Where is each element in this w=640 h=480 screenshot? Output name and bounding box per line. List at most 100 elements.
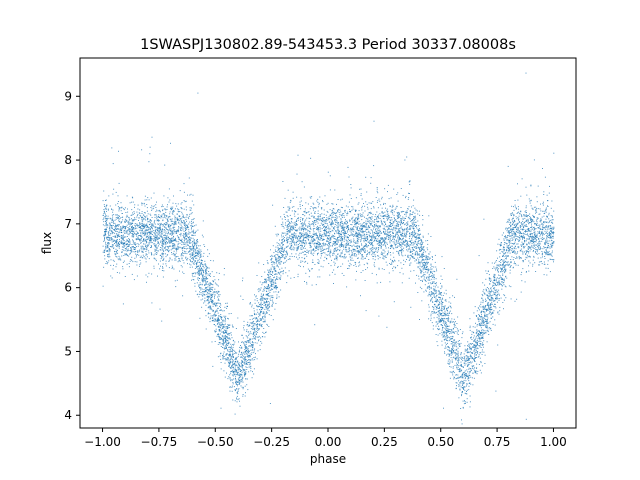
data-point [437, 299, 438, 300]
data-point [200, 287, 202, 289]
data-point [250, 328, 252, 330]
data-point [102, 219, 104, 221]
data-point [508, 264, 510, 266]
data-point [172, 245, 174, 247]
data-point [264, 321, 266, 323]
data-point [426, 287, 428, 289]
data-point [291, 229, 293, 231]
data-point [406, 210, 408, 212]
data-point [175, 248, 177, 249]
data-point [182, 214, 184, 216]
data-point [536, 235, 538, 237]
data-point [304, 208, 306, 210]
data-point [536, 234, 537, 236]
data-point [262, 321, 264, 323]
data-point [396, 225, 397, 226]
data-point [277, 234, 279, 236]
data-point [270, 274, 272, 275]
data-point [104, 238, 105, 240]
data-point [273, 283, 275, 285]
data-point [118, 246, 120, 248]
data-point [171, 212, 173, 214]
data-point [475, 345, 477, 347]
data-point [449, 347, 450, 349]
data-point [545, 247, 547, 248]
data-point [474, 345, 476, 347]
data-point [247, 331, 249, 333]
data-point [288, 237, 290, 239]
data-point [348, 247, 350, 249]
data-point [205, 279, 206, 281]
data-point [189, 256, 191, 258]
data-point [550, 215, 552, 217]
data-point [530, 248, 532, 250]
data-point [351, 229, 353, 231]
data-point [212, 305, 214, 307]
data-point [392, 261, 394, 263]
data-point [382, 249, 384, 251]
data-point [520, 250, 522, 252]
data-point [546, 243, 548, 245]
data-point [496, 290, 498, 292]
data-point [381, 252, 383, 254]
data-point [198, 273, 200, 275]
data-point [444, 351, 445, 353]
data-point [206, 290, 208, 292]
data-point [293, 226, 295, 228]
data-point [509, 240, 511, 242]
data-point [148, 227, 150, 228]
data-point [377, 221, 379, 223]
data-point [487, 310, 489, 311]
data-point [385, 256, 387, 258]
data-point [486, 341, 488, 343]
data-point [270, 289, 272, 291]
data-point [231, 386, 233, 388]
data-point [230, 347, 232, 348]
data-point [334, 238, 336, 240]
data-point [464, 389, 466, 391]
data-point [164, 229, 166, 231]
data-point [332, 252, 334, 254]
data-point [201, 268, 203, 270]
data-point [507, 247, 509, 249]
data-point [380, 244, 382, 246]
data-point [120, 207, 122, 209]
data-point [377, 232, 379, 234]
data-point [269, 278, 271, 280]
data-point [463, 358, 465, 360]
data-point [233, 370, 235, 372]
data-point [377, 250, 379, 252]
data-point [408, 181, 410, 183]
data-point [196, 243, 198, 245]
data-point [516, 243, 518, 245]
data-point [401, 218, 403, 220]
data-point [272, 301, 274, 303]
data-point [242, 280, 243, 282]
data-point [103, 209, 105, 210]
data-point [149, 153, 151, 155]
data-point [476, 325, 478, 327]
data-point [459, 382, 461, 384]
data-point [120, 241, 122, 243]
data-point [183, 200, 185, 201]
data-point [543, 210, 545, 212]
data-point [337, 232, 339, 234]
data-point [193, 218, 195, 220]
data-point [417, 251, 418, 253]
data-point [337, 223, 339, 225]
data-point [204, 269, 206, 271]
data-point [430, 267, 432, 269]
data-point [447, 318, 449, 320]
data-point [221, 338, 222, 339]
data-point [260, 300, 262, 301]
data-point [195, 257, 197, 259]
data-point [297, 273, 299, 275]
data-point [335, 214, 336, 216]
data-point [173, 247, 175, 249]
data-point [328, 263, 330, 264]
data-point [187, 226, 189, 228]
data-point [162, 220, 164, 222]
data-point [434, 288, 436, 290]
data-point [412, 231, 413, 233]
data-point [348, 248, 350, 250]
